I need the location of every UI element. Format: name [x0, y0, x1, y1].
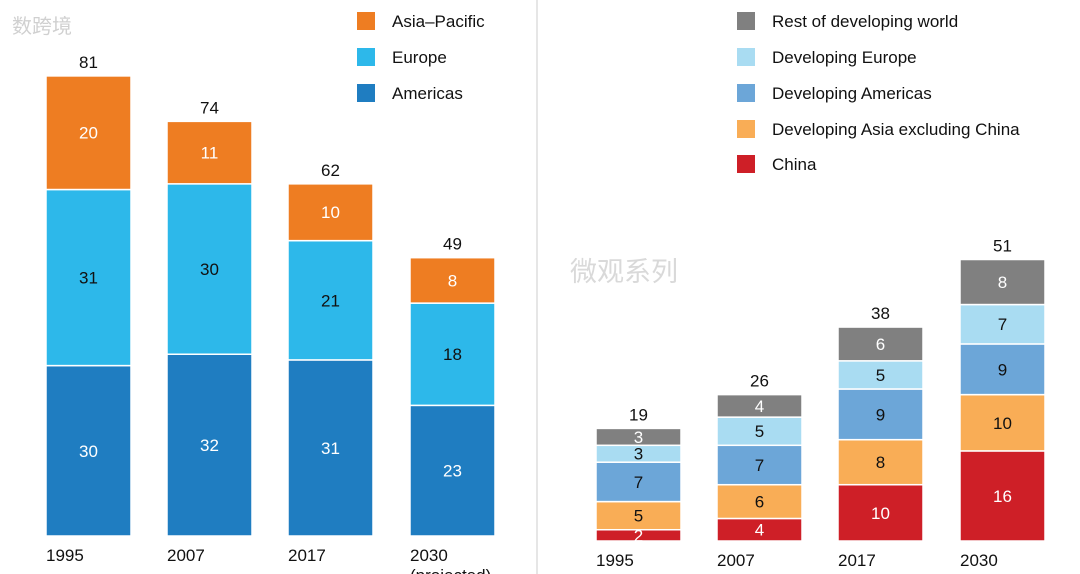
data-label: 18	[443, 345, 462, 364]
legend-swatch	[357, 12, 375, 30]
total-label: 19	[629, 405, 648, 424]
bar-segment	[166, 120, 253, 185]
total-label: 81	[79, 53, 98, 72]
data-label: 7	[755, 456, 764, 475]
bar-segment	[716, 416, 803, 447]
x-tick-label: 1995	[46, 546, 84, 565]
data-label: 5	[755, 422, 764, 441]
bar-segment	[716, 444, 803, 486]
watermark-right: 微观系列	[570, 257, 678, 288]
bar-segment	[716, 393, 803, 418]
total-label: 51	[993, 237, 1012, 256]
bar-segment	[287, 183, 374, 242]
bar-segment	[287, 359, 374, 537]
data-label: 4	[755, 397, 764, 416]
legend-swatch	[357, 84, 375, 102]
bar-segment	[959, 258, 1046, 306]
data-label: 10	[871, 504, 890, 523]
data-label: 11	[201, 144, 219, 163]
legend-label: Developing Americas	[772, 84, 932, 103]
legend-swatch	[737, 120, 755, 138]
total-label: 62	[321, 161, 340, 180]
data-label: 6	[755, 493, 764, 512]
bar-segment	[959, 303, 1046, 345]
x-tick-label: 2007	[717, 551, 755, 570]
legend-label: China	[772, 155, 817, 174]
bar-segment	[959, 393, 1046, 452]
legend-swatch	[357, 48, 375, 66]
bar-segment	[45, 75, 132, 191]
x-tick-label: 2030	[410, 546, 448, 565]
bar-segment	[837, 438, 924, 486]
legend-swatch	[737, 84, 755, 102]
data-label: 2	[634, 526, 643, 545]
legend-swatch	[737, 48, 755, 66]
data-label: 16	[993, 487, 1012, 506]
x-tick-label: 2030	[960, 551, 998, 570]
bar-segment	[166, 183, 253, 355]
bar-segment	[45, 364, 132, 537]
x-tick-label: 2017	[838, 551, 876, 570]
watermark-left: 数跨境	[12, 14, 72, 38]
legend-label: Rest of developing world	[772, 12, 958, 31]
legend-label: Asia–Pacific	[392, 12, 485, 31]
data-label: 8	[998, 273, 1007, 292]
bar-segment	[595, 500, 682, 531]
total-label: 38	[871, 304, 890, 323]
data-label: 5	[634, 507, 643, 526]
total-label: 49	[443, 235, 462, 254]
legend-swatch	[737, 12, 755, 30]
total-label: 74	[200, 98, 219, 117]
data-label: 9	[876, 405, 885, 424]
bar-segment	[409, 302, 496, 407]
data-label: 23	[443, 462, 462, 481]
bar-segment	[166, 353, 253, 537]
data-label: 10	[321, 203, 340, 222]
data-label: 30	[79, 442, 98, 461]
bar-segment	[409, 256, 496, 304]
data-label: 30	[200, 260, 219, 279]
legend-label: Developing Europe	[772, 48, 917, 67]
bar-segment	[716, 483, 803, 520]
data-label: 7	[998, 315, 1007, 334]
x-tick-label: 2007	[167, 546, 205, 565]
legend-label: Americas	[392, 84, 463, 103]
bar-segment	[959, 343, 1046, 396]
legend-swatch	[737, 155, 755, 173]
x-tick-label: (projected)	[410, 566, 491, 574]
data-label: 31	[321, 439, 340, 458]
bar-segment	[837, 483, 924, 542]
total-label: 26	[750, 372, 769, 391]
legend-label: Developing Asia excluding China	[772, 120, 1020, 139]
data-label: 31	[79, 269, 98, 288]
data-label: 3	[634, 428, 643, 447]
data-label: 21	[321, 291, 340, 310]
data-label: 9	[998, 360, 1007, 379]
data-label: 5	[876, 366, 885, 385]
data-label: 7	[634, 473, 643, 492]
legend-label: Europe	[392, 48, 447, 67]
bar-segment	[959, 450, 1046, 542]
data-label: 4	[755, 521, 764, 540]
bar-segment	[45, 188, 132, 367]
data-label: 3	[634, 445, 643, 464]
data-label: 8	[876, 453, 885, 472]
bar-segment	[837, 388, 924, 441]
bar-segment	[409, 404, 496, 537]
data-label: 32	[200, 436, 219, 455]
x-tick-label: 1995	[596, 551, 634, 570]
data-label: 20	[79, 124, 98, 143]
x-tick-label: 2017	[288, 546, 326, 565]
data-label: 8	[448, 271, 457, 290]
bar-segment	[287, 239, 374, 361]
bar-segment	[595, 427, 682, 447]
data-label: 6	[876, 335, 885, 354]
data-label: 10	[993, 414, 1012, 433]
bar-segment	[837, 326, 924, 362]
bar-segment	[837, 360, 924, 390]
